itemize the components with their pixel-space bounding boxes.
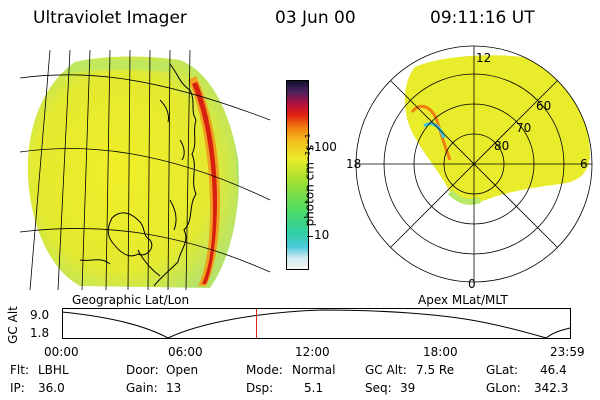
colorbar-units-label: photon cm⁻²s⁻¹ — [302, 133, 317, 227]
time-tick-0600: 06:00 — [168, 345, 203, 359]
door-value: Open — [166, 363, 199, 377]
seq-value: 39 — [400, 381, 416, 395]
gc-alt-label: GC Alt: — [365, 363, 407, 377]
altitude-plot — [61, 308, 571, 339]
polar-grid — [355, 45, 593, 283]
time-tick-1200: 12:00 — [295, 345, 330, 359]
mlat-label-70: 70 — [516, 121, 531, 135]
instrument-title: Ultraviolet Imager — [33, 8, 187, 28]
time-tick-1800: 18:00 — [423, 345, 458, 359]
dsp-value: 5.1 — [304, 381, 324, 395]
glon-label: GLon: — [486, 381, 521, 395]
seq-label: Seq: — [365, 381, 392, 395]
earth-image — [19, 49, 271, 291]
mlt-label-12: 12 — [476, 51, 491, 65]
aurora-band — [188, 76, 220, 286]
filter-label: Flt: — [10, 363, 29, 377]
door-label: Door: — [126, 363, 159, 377]
altitude-ytick-high: 9.0 — [30, 308, 50, 322]
time-tick-0000: 00:00 — [44, 345, 79, 359]
filter-value: LBHL — [38, 363, 69, 377]
geo-grid — [19, 49, 271, 291]
colorbar-tick-100 — [307, 148, 313, 149]
altitude-ylabel: GC Alt — [5, 306, 20, 344]
colorbar-tick-10 — [307, 236, 313, 237]
ip-value: 36.0 — [38, 381, 65, 395]
mlat-label-80: 80 — [494, 139, 509, 153]
mode-label: Mode: — [246, 363, 283, 377]
polar-plot: 12 18 6 0 60 70 80 — [346, 45, 593, 291]
gain-value: 13 — [166, 381, 182, 395]
polar-uv-image — [404, 55, 590, 205]
color-scale-bar — [286, 80, 309, 270]
geo-caption: Geographic Lat/Lon — [72, 293, 190, 307]
ip-label: IP: — [10, 381, 25, 395]
apex-caption: Apex MLat/MLT — [418, 293, 508, 307]
gain-label: Gain: — [126, 381, 158, 395]
mlt-label-0: 0 — [468, 277, 476, 291]
glon-value: 342.3 — [534, 381, 569, 395]
altitude-curve — [61, 309, 571, 339]
colorbar-tick-label-100: 100 — [314, 140, 337, 154]
dsp-label: Dsp: — [246, 381, 274, 395]
date-label: 03 Jun 00 — [275, 8, 356, 28]
mlt-label-6: 6 — [580, 157, 588, 171]
glat-value: 46.4 — [540, 363, 567, 377]
altitude-ytick-low: 1.8 — [30, 326, 50, 340]
colorbar-tick-label-10: 10 — [314, 228, 330, 242]
earth-disk — [27, 56, 239, 288]
time-label: 09:11:16 UT — [430, 8, 535, 28]
gc-alt-value: 7.5 Re — [416, 363, 455, 377]
mlat-label-60: 60 — [536, 99, 551, 113]
mlt-label-18: 18 — [346, 157, 361, 171]
mode-value: Normal — [292, 363, 336, 377]
time-tick-2359: 23:59 — [550, 345, 585, 359]
glat-label: GLat: — [486, 363, 519, 377]
